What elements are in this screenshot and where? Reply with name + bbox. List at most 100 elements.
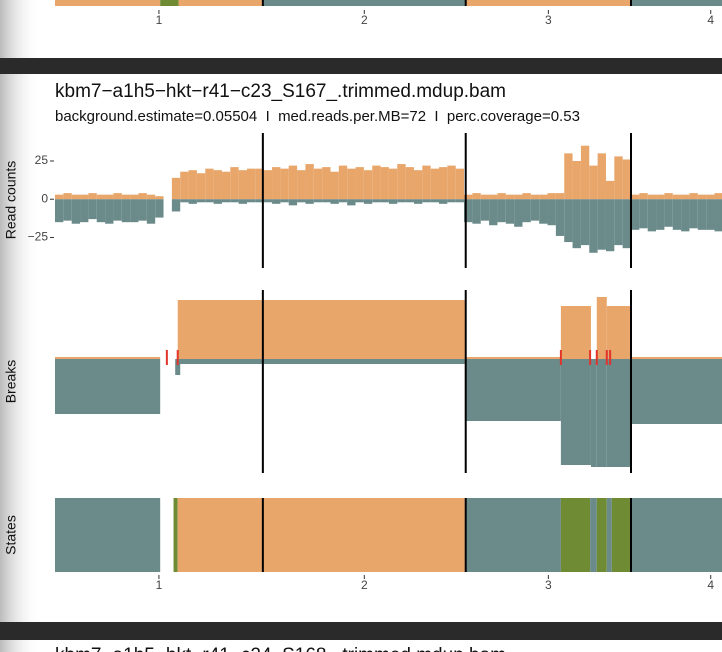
state-segment	[611, 498, 632, 572]
read-count-bar	[380, 199, 389, 203]
read-count-bar	[388, 199, 398, 204]
read-count-bar	[155, 199, 164, 218]
read-count-bar	[238, 170, 248, 200]
read-count-bar	[622, 159, 632, 200]
x-tick-label: 1	[156, 578, 163, 592]
read-count-bar	[664, 193, 673, 200]
state-segment	[465, 0, 632, 6]
loss-segment	[175, 359, 181, 375]
read-count-bar	[605, 180, 615, 200]
read-count-bar	[397, 199, 406, 203]
read-count-bar	[63, 193, 72, 200]
read-count-bar	[455, 199, 465, 203]
read-count-bar	[230, 167, 239, 200]
read-count-bar	[280, 168, 289, 200]
read-count-bar	[472, 193, 481, 200]
read-count-bar	[605, 199, 615, 252]
read-count-bar	[689, 199, 698, 229]
read-count-bar	[480, 194, 490, 200]
read-count-bar	[597, 199, 606, 250]
read-count-bar	[497, 193, 506, 200]
read-count-bar	[88, 199, 97, 220]
read-count-bar	[497, 199, 506, 223]
read-count-bar	[405, 199, 414, 203]
read-count-bar	[322, 167, 331, 200]
read-count-bar	[247, 199, 256, 203]
loss-segment	[55, 359, 161, 414]
read-count-bar	[447, 165, 456, 200]
separator	[0, 58, 722, 74]
gain-segment	[55, 357, 161, 359]
state-segment	[177, 498, 465, 572]
read-count-bar	[71, 194, 81, 200]
read-count-bar	[338, 165, 348, 200]
read-count-bar	[113, 193, 122, 200]
loss-segment	[606, 359, 632, 467]
read-count-bar	[697, 199, 707, 230]
read-count-bar	[55, 194, 64, 200]
gain-segment	[631, 357, 722, 359]
x-tick-label: 4	[707, 578, 714, 592]
state-segment	[560, 498, 591, 572]
read-count-bar	[347, 199, 356, 206]
read-count-bar	[372, 165, 381, 200]
read-count-bar	[330, 199, 339, 204]
x-tick-label: 2	[361, 578, 368, 592]
read-count-bar	[105, 199, 114, 224]
read-count-bar	[88, 193, 97, 200]
read-count-bar	[439, 199, 448, 204]
loss-segment	[590, 359, 597, 467]
read-count-bar	[589, 199, 598, 253]
loss-segment	[560, 359, 591, 465]
read-count-bar	[272, 167, 281, 200]
read-count-bar	[338, 199, 348, 203]
state-segment	[173, 498, 178, 572]
state-segment	[55, 0, 161, 6]
read-count-bar	[171, 177, 181, 200]
read-count-bar	[397, 164, 406, 200]
read-count-bar	[138, 193, 147, 200]
read-count-bar	[530, 199, 540, 221]
read-count-bar	[647, 199, 657, 232]
read-count-bar	[422, 199, 431, 203]
read-count-bar	[522, 199, 531, 223]
read-count-bar	[589, 165, 598, 200]
read-count-bar	[489, 194, 498, 200]
read-count-bar	[263, 170, 273, 200]
read-count-bar	[96, 199, 106, 223]
read-count-bar	[113, 199, 122, 221]
read-count-bar	[363, 170, 373, 200]
read-count-bar	[305, 199, 314, 204]
read-count-bar	[272, 199, 281, 204]
read-count-bar	[489, 199, 498, 226]
read-count-bar	[539, 194, 548, 200]
state-segment	[631, 498, 722, 572]
read-count-bar	[422, 165, 431, 200]
read-count-bar	[205, 199, 214, 203]
read-count-bar	[105, 194, 114, 200]
y-axis-label: States	[3, 515, 19, 555]
read-count-bar	[297, 199, 306, 203]
gain-segment	[464, 357, 561, 359]
read-count-bar	[689, 193, 698, 200]
read-count-bar	[180, 171, 189, 200]
read-count-bar	[347, 168, 356, 200]
read-count-bar	[297, 170, 306, 200]
loss-segment	[631, 359, 722, 424]
read-count-bar	[530, 194, 540, 200]
state-segment	[590, 498, 597, 572]
read-count-bar	[614, 156, 623, 200]
read-count-bar	[505, 194, 515, 200]
read-count-bar	[313, 168, 323, 200]
read-count-bar	[255, 168, 264, 200]
read-count-bar	[205, 168, 214, 200]
read-count-bar	[514, 199, 523, 227]
read-count-bar	[63, 199, 72, 221]
read-count-bar	[555, 199, 565, 236]
read-count-bar	[547, 193, 556, 200]
x-tick-label: 3	[545, 578, 552, 592]
read-count-bar	[430, 168, 440, 200]
read-count-bar	[622, 199, 632, 249]
read-count-bar	[171, 199, 181, 212]
